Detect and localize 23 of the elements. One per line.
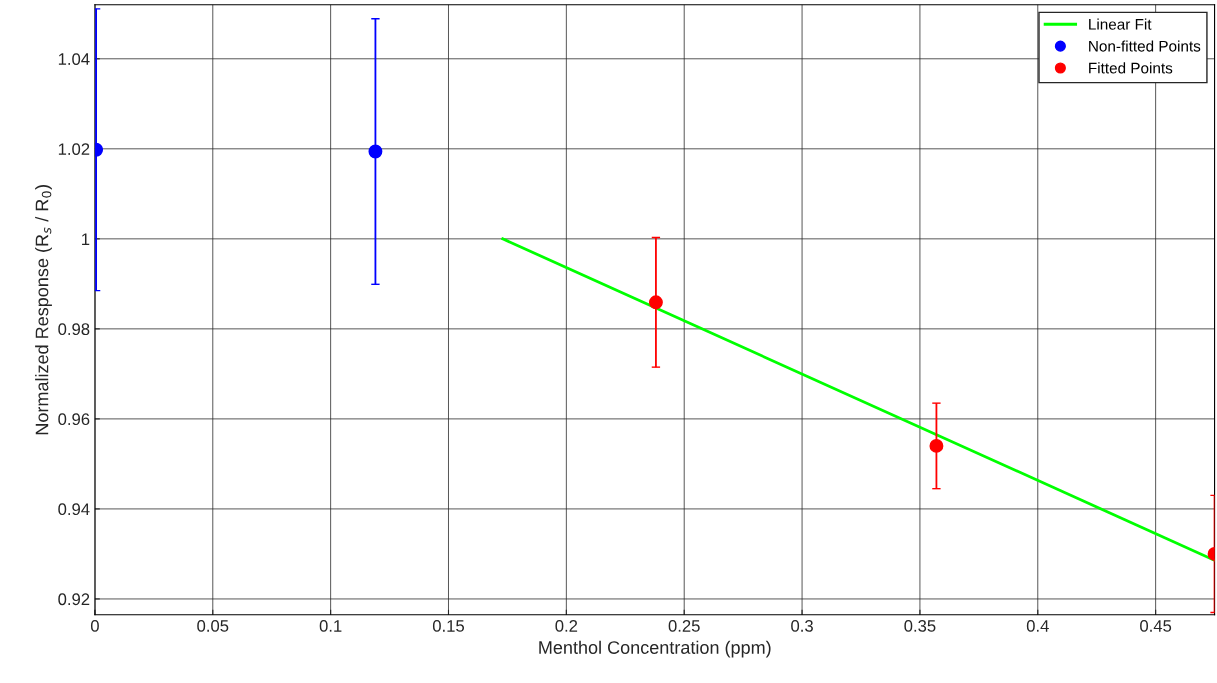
x-tick-label: 0.05	[197, 620, 229, 632]
x-tick-label: 0.3	[791, 620, 813, 632]
x-tick-label: 0.2	[555, 620, 578, 632]
x-tick-label: 0.15	[432, 620, 465, 632]
y-tick-label: 1	[82, 233, 90, 245]
legend-label: Non-fitted Points	[1089, 40, 1201, 52]
x-tick-label: 0.45	[1140, 620, 1172, 632]
x-tick-label: 0.1	[319, 620, 342, 632]
x-axis-title: Menthol Concentration (ppm)	[539, 640, 771, 658]
y-axis-title: Normalized Response (R$_{s}$ / R$_{0}$)	[35, 185, 52, 435]
y-tick-label: 1.02	[58, 143, 90, 156]
y-tick-label: 0.96	[58, 413, 90, 426]
legend-label: Linear Fit	[1089, 18, 1152, 30]
x-tick-label: 0.4	[1026, 620, 1049, 632]
y-tick-label: 0.92	[58, 593, 90, 606]
y-tick-label: 1.04	[58, 53, 90, 65]
x-tick-label: 0.35	[904, 620, 936, 632]
legend-label: Fitted Points	[1089, 62, 1173, 74]
y-tick-label: 0.98	[58, 323, 90, 336]
x-tick-label: 0.25	[668, 620, 700, 632]
y-tick-label: 0.94	[58, 503, 90, 516]
x-tick-label: 0	[90, 620, 99, 632]
point	[648, 295, 663, 310]
